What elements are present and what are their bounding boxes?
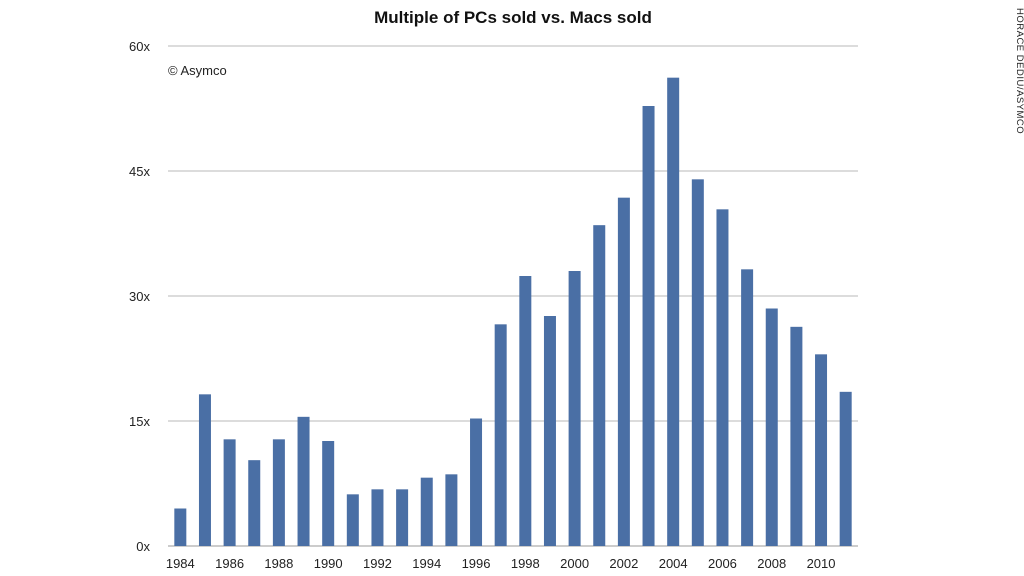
bar-2008 [765,308,778,546]
bar-1994 [420,477,433,546]
x-tick-label: 2006 [708,556,737,571]
bar-1991 [346,494,359,546]
x-tick-label: 2002 [609,556,638,571]
bar-2011 [839,391,852,546]
x-tick-label: 1990 [314,556,343,571]
x-tick-label: 2010 [807,556,836,571]
bar-1990 [322,441,335,546]
bar-2005 [691,179,704,546]
bar-1984 [174,508,187,546]
x-tick-label: 2008 [757,556,786,571]
y-tick-label: 15x [129,414,150,429]
bar-2000 [568,271,581,546]
y-axis-tick-labels: 0x 15x 30x 45x 60x [129,39,150,554]
bar-1997 [494,324,507,546]
x-tick-label: 1988 [264,556,293,571]
bar-2006 [716,209,729,546]
bar-1988 [272,439,285,546]
y-tick-label: 45x [129,164,150,179]
y-tick-label: 0x [136,539,150,554]
bar-1995 [445,474,458,546]
bar-1987 [248,460,261,546]
bar-1989 [297,416,310,546]
credit-label: HORACE DEDIU/ASYMCO [1014,8,1024,134]
bar-2010 [815,354,828,546]
chart-title: Multiple of PCs sold vs. Macs sold [374,8,652,27]
bar-2003 [642,106,655,546]
bar-1998 [519,276,532,546]
x-tick-label: 1998 [511,556,540,571]
x-tick-label: 1986 [215,556,244,571]
bar-2004 [667,77,680,547]
bar-1999 [543,316,556,546]
bars-layer [174,77,852,547]
x-tick-label: 1994 [412,556,441,571]
bar-2009 [790,326,803,546]
bar-2001 [593,225,606,547]
copyright-label: © Asymco [168,63,227,78]
bar-1992 [371,489,384,546]
x-tick-label: 2004 [659,556,688,571]
bar-1996 [470,418,483,546]
y-tick-label: 60x [129,39,150,54]
grid-layer [168,45,858,547]
bar-1985 [198,394,211,546]
x-tick-label: 1984 [166,556,195,571]
x-tick-label: 1992 [363,556,392,571]
x-axis-tick-labels: 1984 1986 1988 1990 1992 1994 1996 1998 2000 2002… [166,556,836,571]
bar-2007 [741,269,754,546]
x-tick-label: 1996 [462,556,491,571]
y-tick-label: 30x [129,289,150,304]
bar-1993 [396,489,409,546]
bar-2002 [617,197,630,547]
x-tick-label: 2000 [560,556,589,571]
bar-1986 [223,439,236,546]
